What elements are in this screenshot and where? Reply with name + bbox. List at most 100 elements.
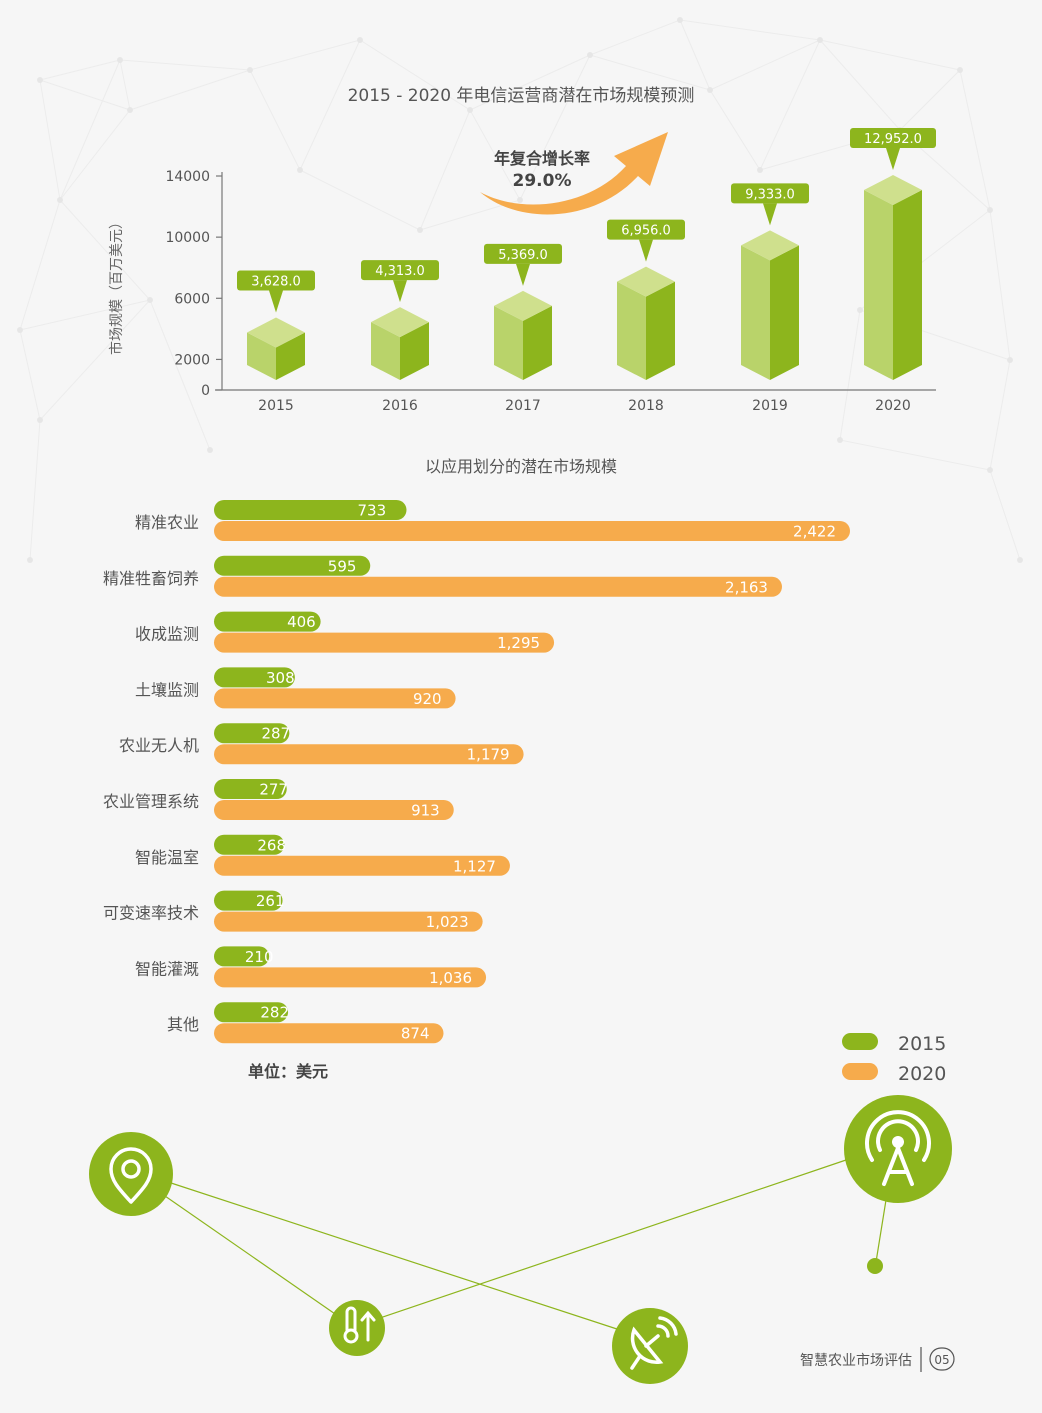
chart2-category-label: 收成监测 xyxy=(135,625,199,644)
chart2-bar-2020 xyxy=(214,967,487,988)
network-lines xyxy=(164,1159,887,1331)
chart2-value-label-2020: 913 xyxy=(411,802,440,820)
footer-title: 智慧农业市场评估 xyxy=(800,1352,912,1369)
chart1-bar: 12,952.0 2020 xyxy=(850,128,936,414)
chart2-value-label-2015: 210 xyxy=(245,948,274,966)
chart2-row: 智能灌溉 210 1,036 xyxy=(135,946,487,988)
chart2-bar-2020 xyxy=(214,911,483,932)
chart2-category-label: 可变速率技术 xyxy=(103,904,199,923)
chart2-value-label-2015: 277 xyxy=(259,781,288,799)
chart2-category-label: 精准农业 xyxy=(135,513,199,532)
chart1-category-label: 2017 xyxy=(505,398,541,414)
chart2-row: 收成监测 406 1,295 xyxy=(135,611,555,653)
chart1-category-label: 2019 xyxy=(752,398,788,414)
chart1-value-label: 5,369.0 xyxy=(498,248,548,263)
chart1-category-label: 2018 xyxy=(628,398,664,414)
chart1-value-badge xyxy=(607,219,685,240)
chart2-bar-2020 xyxy=(214,800,454,820)
chart1-y-tick-label: 6000 xyxy=(174,291,210,307)
chart1-bar: 6,956.0 2018 xyxy=(607,219,685,414)
chart2-bar-2020 xyxy=(214,521,850,541)
chart2-bar-2020 xyxy=(214,855,510,876)
chart2-category-label: 农业无人机 xyxy=(119,736,199,755)
page-number: 05 xyxy=(934,1353,949,1367)
chart2-row: 其他 282 874 xyxy=(167,1002,444,1044)
chart2-category-label: 土壤监测 xyxy=(135,680,199,699)
chart2-value-label-2020: 2,422 xyxy=(793,523,836,541)
chart1-value-label: 9,333.0 xyxy=(745,187,795,202)
chart1-y-tick-label: 10000 xyxy=(165,230,210,246)
chart2-row: 精准农业 733 2,422 xyxy=(135,500,850,541)
chart2-bar-2015 xyxy=(214,500,407,520)
chart2-row: 精准牲畜饲养 595 2,163 xyxy=(103,555,782,597)
chart1-value-pointer xyxy=(886,148,900,171)
chart2-category-label: 智能灌溉 xyxy=(135,959,199,978)
chart2-value-label-2015: 261 xyxy=(256,892,285,910)
chart2-bar-2020 xyxy=(214,688,456,709)
chart2-bar-2015 xyxy=(214,667,295,688)
broadcast-tower-icon xyxy=(844,1095,952,1203)
chart2-value-label-2020: 1,295 xyxy=(497,634,540,652)
chart2-bar-2015 xyxy=(214,1002,289,1023)
cagr-annotation: 年复合增长率 29.0% xyxy=(480,132,668,215)
chart2-bar-2015 xyxy=(214,946,270,967)
chart2-value-label-2015: 595 xyxy=(328,557,357,575)
chart2-row: 农业无人机 287 1,179 xyxy=(119,723,524,765)
chart2-row: 土壤监测 308 920 xyxy=(135,667,456,709)
chart1-bar: 3,628.0 2015 xyxy=(237,270,315,414)
icon-network xyxy=(89,1095,952,1384)
chart1-value-badge xyxy=(237,270,315,291)
chart2-bar-2020 xyxy=(214,744,524,765)
chart1-category-label: 2016 xyxy=(382,398,418,414)
chart1-value-label: 3,628.0 xyxy=(251,275,301,290)
chart2-value-label-2015: 287 xyxy=(261,725,290,743)
chart2-bar-2015 xyxy=(214,555,371,576)
chart2-category-label: 其他 xyxy=(167,1015,199,1034)
chart2-category-label: 精准牲畜饲养 xyxy=(103,569,199,588)
application-market-chart: 以应用划分的潜在市场规模 精准农业 733 2,422 精准牲畜饲养 595 2,163 收… xyxy=(103,457,946,1085)
legend-swatch-2015 xyxy=(842,1033,878,1050)
legend-swatch-2020 xyxy=(842,1063,878,1080)
cagr-arrow-icon xyxy=(480,132,668,215)
chart1-value-pointer xyxy=(393,280,407,303)
chart1-y-tick-label: 14000 xyxy=(165,169,210,185)
chart1-value-pointer xyxy=(639,239,653,262)
legend-label-2015: 2015 xyxy=(898,1033,946,1055)
chart2-bar-2020 xyxy=(214,576,782,597)
cagr-title: 年复合增长率 xyxy=(494,149,590,168)
chart1-value-label: 4,313.0 xyxy=(375,264,425,279)
chart1-value-label: 12,952.0 xyxy=(864,132,922,147)
chart2-bar-2020 xyxy=(214,632,555,653)
chart2-legend: 2015 2020 xyxy=(842,1033,946,1085)
chart1-value-pointer xyxy=(763,203,777,226)
chart2-value-label-2015: 268 xyxy=(257,836,286,854)
chart2-value-label-2015: 406 xyxy=(287,613,316,631)
chart1-value-pointer xyxy=(516,263,530,286)
network-endpoint-dot xyxy=(867,1258,883,1274)
chart2-bar-2015 xyxy=(214,611,321,632)
chart1-category-label: 2015 xyxy=(258,398,294,414)
chart2-value-label-2020: 1,023 xyxy=(426,913,469,931)
legend-label-2020: 2020 xyxy=(898,1063,946,1085)
chart2-row: 智能温室 268 1,127 xyxy=(135,834,510,876)
chart2-value-label-2020: 1,036 xyxy=(429,969,472,987)
chart2-bar-2015 xyxy=(214,779,287,799)
chart2-bar-2020 xyxy=(214,1023,444,1044)
chart1-value-badge xyxy=(484,243,562,264)
thermometer-icon xyxy=(329,1300,385,1356)
chart2-category-label: 农业管理系统 xyxy=(103,792,199,811)
satellite-dish-icon xyxy=(612,1308,688,1384)
chart2-value-label-2015: 308 xyxy=(266,669,295,687)
chart2-value-label-2020: 2,163 xyxy=(725,578,768,596)
chart2-bar-2015 xyxy=(214,723,290,744)
chart1-value-label: 6,956.0 xyxy=(621,224,671,239)
chart2-bars: 精准农业 733 2,422 精准牲畜饲养 595 2,163 收成监测 406 1,295 土壤… xyxy=(103,500,850,1044)
page-number-badge xyxy=(929,1347,955,1371)
chart1-category-label: 2020 xyxy=(875,398,911,414)
chart2-row: 农业管理系统 277 913 xyxy=(103,779,454,820)
chart2-bar-2015 xyxy=(214,890,283,911)
chart1-bar: 4,313.0 2016 xyxy=(361,260,439,414)
chart2-value-label-2020: 1,127 xyxy=(453,857,496,875)
chart2-value-label-2020: 1,179 xyxy=(467,746,510,764)
